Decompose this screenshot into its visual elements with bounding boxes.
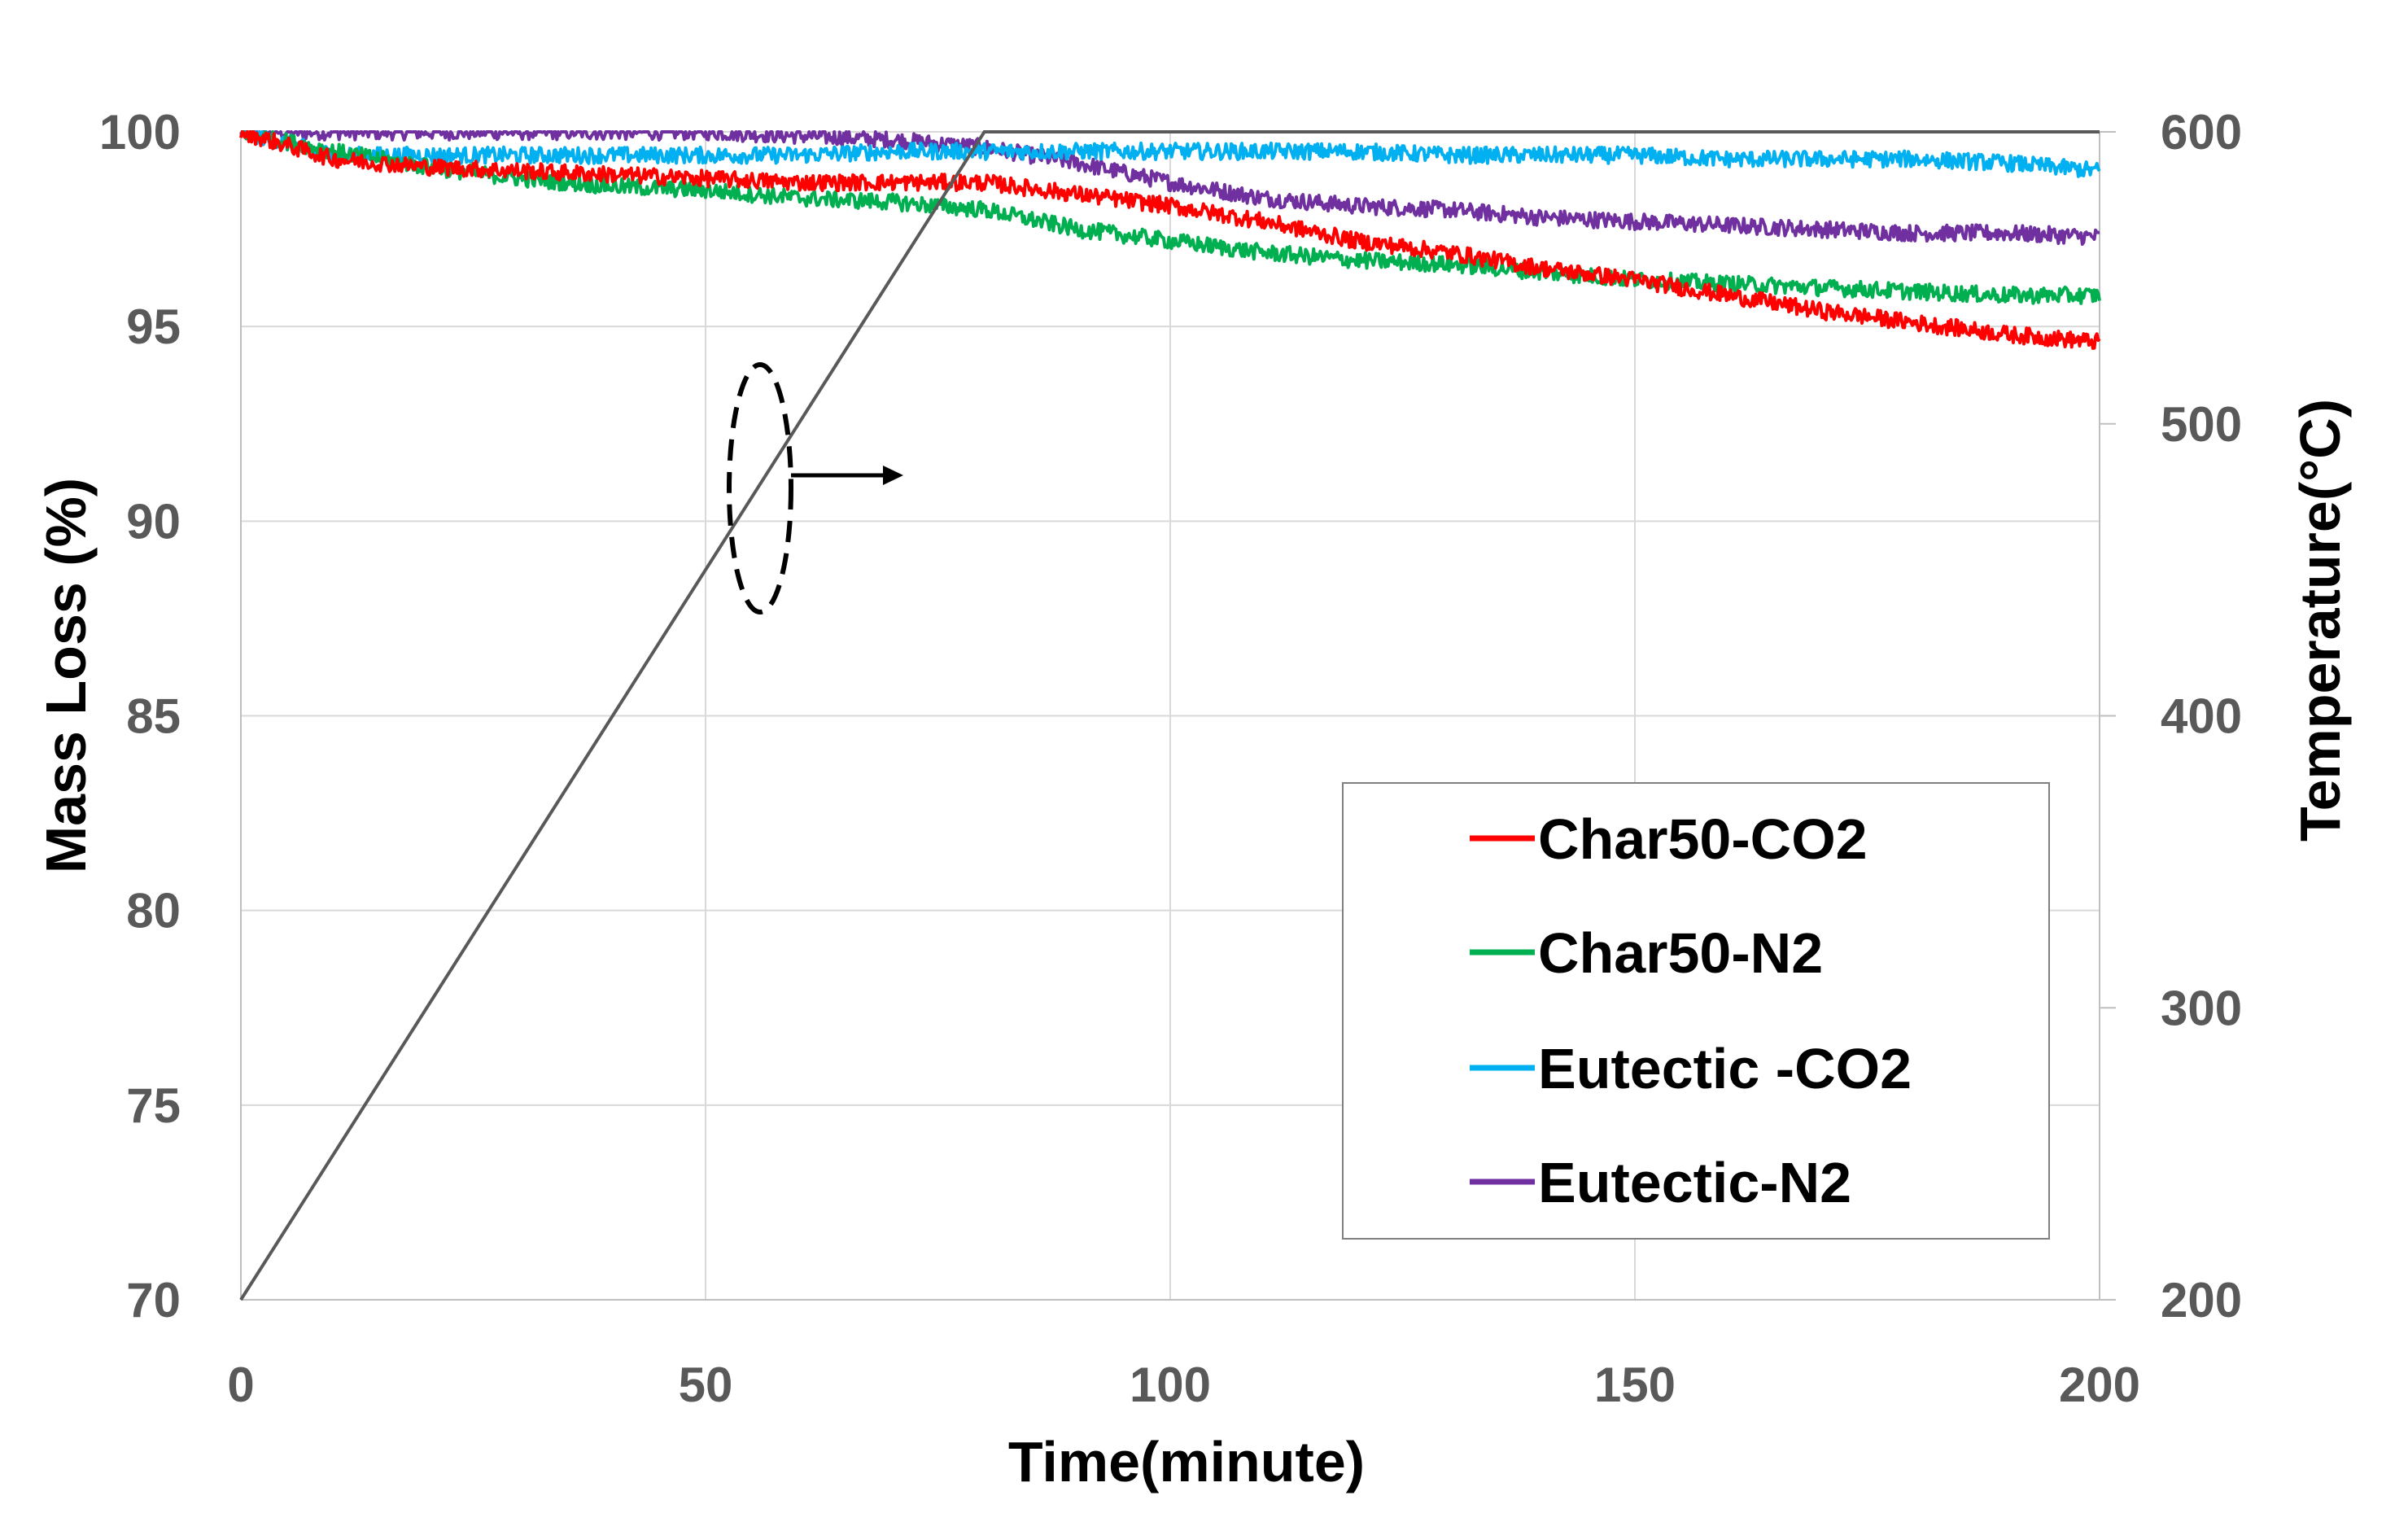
y-tick-label: 100: [99, 105, 181, 160]
series-line-eutectic-co2: [239, 130, 2101, 178]
y-tick-label: 80: [126, 884, 181, 938]
axis-layer: [240, 131, 2116, 1301]
legend-box: [1342, 782, 2050, 1240]
x-tick-label: 150: [1594, 1358, 1676, 1412]
series-line-temperature: [239, 130, 2100, 1301]
y-tick-label: 90: [126, 494, 181, 549]
x-tick-label: 0: [227, 1358, 254, 1412]
y-tick-label: 95: [126, 300, 181, 354]
legend: Char50-CO2 Char50-N2 Eutectic -CO2 Eutec…: [1342, 782, 2050, 1240]
y-axis-title: Mass Loss (%): [34, 478, 98, 873]
series-layer: [239, 130, 2101, 1301]
x-axis-title: Time(minute): [1008, 1430, 1365, 1493]
annotation-arrow-head: [883, 466, 903, 485]
legend-label-eutectic-co2: Eutectic -CO2: [1538, 1037, 1912, 1100]
x-tick-label: 100: [1130, 1358, 1211, 1412]
legend-label-char50-n2: Char50-N2: [1538, 921, 1823, 985]
legend-label-eutectic-n2: Eutectic-N2: [1538, 1151, 1851, 1214]
y2-tick-label: 300: [2161, 981, 2242, 1035]
y-tick-label: 70: [126, 1273, 181, 1327]
y2-tick-label: 200: [2161, 1273, 2242, 1327]
annotation-ellipse: [727, 362, 793, 614]
series-line-char50-co2: [239, 130, 2101, 350]
annotation-layer: [727, 362, 903, 614]
y2-tick-label: 400: [2161, 689, 2242, 744]
y2-axis-title: Temperature(°C): [2288, 399, 2352, 842]
y-tick-label: 75: [126, 1078, 181, 1133]
series-line-char50-n2: [240, 130, 2101, 305]
legend-label-char50-co2: Char50-CO2: [1538, 807, 1868, 871]
y2-tick-label: 600: [2161, 105, 2242, 160]
y2-tick-label: 500: [2161, 397, 2242, 452]
series-line-eutectic-n2: [239, 130, 2100, 246]
tick-layer: 70 75 80 85 90 95 100 0 50 100 150 200 200 300 400 500 6…: [99, 105, 2242, 1412]
x-tick-label: 50: [679, 1358, 733, 1412]
x-tick-label: 200: [2059, 1358, 2140, 1412]
y-tick-label: 85: [126, 689, 181, 744]
